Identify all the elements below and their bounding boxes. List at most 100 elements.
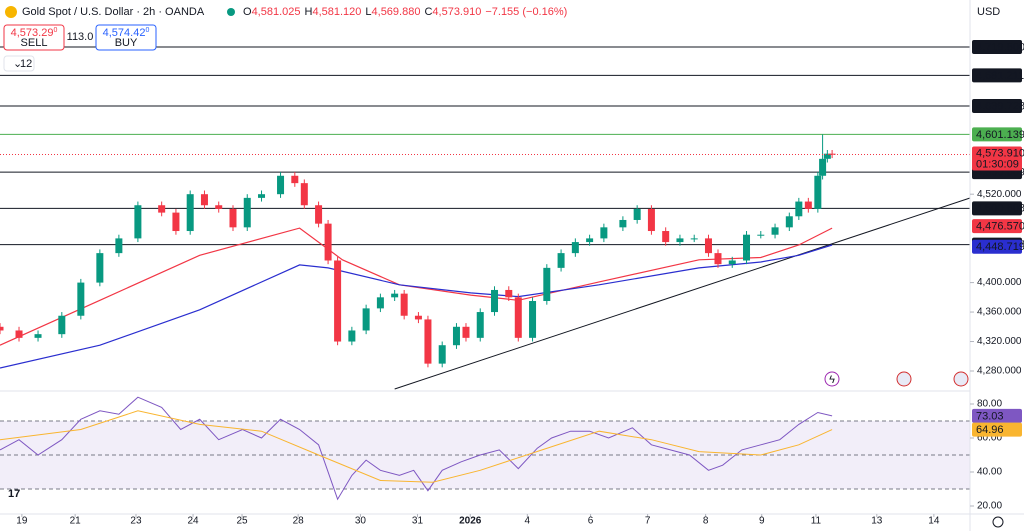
y-tick-label: 4,520.000 [977, 189, 1022, 200]
x-tick-label: 14 [928, 516, 940, 527]
symbol-icon [5, 6, 17, 18]
candle-body [324, 223, 332, 261]
x-tick-label: 6 [588, 516, 594, 527]
rsi-badge [972, 408, 1022, 423]
last-price-label: 4,573.910 [976, 147, 1024, 159]
candle-body [229, 208, 237, 228]
x-tick-label: 25 [236, 516, 248, 527]
ohlc-value: 4,581.025 [252, 6, 301, 18]
event-icon[interactable] [953, 371, 969, 387]
countdown: 01:30:09 [976, 158, 1019, 170]
indicator-count[interactable]: 12 [20, 58, 32, 70]
rsi-line [0, 410, 833, 483]
sell-price[interactable]: 4,573.290 [11, 27, 58, 39]
candle-body [215, 205, 223, 209]
rsi-y-tick-label: 60.00 [977, 433, 1002, 444]
candle-body [0, 326, 4, 331]
candle-body [804, 201, 812, 209]
ohlc-value: 4,581.120 [312, 6, 361, 18]
x-tick-label: 4 [525, 516, 531, 527]
candle-body [200, 194, 208, 206]
candle-body [557, 253, 565, 268]
rsi-badge-label: 64.96 [976, 424, 1004, 436]
event-icon-glyph: ϟ [829, 374, 835, 386]
candle-body [376, 297, 384, 309]
candle-body [115, 238, 123, 254]
candle-body [619, 219, 627, 228]
candle-body [771, 227, 779, 235]
candle-body [277, 175, 285, 195]
y-tick-label: 4,400.000 [977, 277, 1022, 288]
candle-body [814, 175, 822, 209]
level-badge-label: 4,639.728 [976, 100, 1024, 112]
candle-body [158, 205, 166, 213]
event-icon[interactable] [896, 371, 912, 387]
x-tick-label: 2026 [459, 516, 482, 527]
candle-body [414, 315, 422, 320]
candle-body [529, 301, 537, 338]
candle-body [743, 234, 751, 261]
event-icon[interactable] [824, 371, 840, 387]
candle-body [291, 175, 299, 184]
candle-body [676, 238, 684, 243]
candle-body [400, 293, 408, 316]
buy-price[interactable]: 4,574.420 [103, 27, 150, 39]
y-tick-label: 4,360.000 [977, 307, 1022, 318]
candle-body [96, 253, 104, 283]
currency[interactable]: USD [977, 6, 1000, 18]
candle-body [757, 234, 765, 236]
candle-body [452, 326, 460, 346]
candle-body [795, 201, 803, 217]
candle-body [462, 326, 470, 338]
trendline [394, 197, 971, 390]
ohlc-value: 4,569.880 [372, 6, 421, 18]
candle-body [728, 260, 736, 265]
header: Gold Spot / U.S. Dollar · 2h · OANDA O4,… [3, 6, 1000, 72]
rsi-line [0, 396, 833, 501]
candle-body [424, 319, 432, 364]
x-tick-label: 31 [412, 516, 424, 527]
settings-icon[interactable] [992, 516, 1004, 528]
candle-body [391, 293, 399, 298]
indicators-toggle[interactable] [3, 55, 35, 72]
level-badge [972, 127, 1022, 142]
candle-body [334, 260, 342, 342]
candle-body [34, 334, 42, 338]
x-tick-label: 8 [703, 516, 709, 527]
x-tick-label: 23 [130, 516, 142, 527]
candle-body [58, 315, 66, 335]
level-badge [972, 68, 1022, 83]
x-tick-label: 24 [187, 516, 199, 527]
candle-body [514, 297, 522, 338]
x-tick-label: 21 [70, 516, 82, 527]
chevron[interactable]: ⌄ [13, 58, 22, 70]
candle-body [586, 238, 594, 243]
level-badge-label: 4,719.800 [976, 41, 1024, 53]
ohlc-key: C [424, 6, 432, 18]
x-tick-label: 28 [293, 516, 305, 527]
x-tick-label: 30 [355, 516, 367, 527]
candle-body [690, 238, 698, 240]
candle-body [134, 205, 142, 239]
ma-badge-label: 4,448.719 [976, 241, 1024, 253]
level-badge [972, 201, 1022, 216]
sell-button[interactable] [3, 24, 65, 51]
ma-badge [972, 239, 1022, 254]
candle-body [315, 205, 323, 224]
rsi-badge [972, 422, 1022, 437]
buy-label[interactable]: BUY [115, 37, 138, 49]
sell-label[interactable]: SELL [21, 37, 48, 49]
candle-body [300, 183, 308, 206]
x-tick-label: 19 [16, 516, 28, 527]
ohlc-value: 4,573.910 [432, 6, 481, 18]
ohlc: O4,581.025 H4,581.120 L4,569.880 C4,573.910… [243, 6, 567, 18]
x-tick-label: 13 [871, 516, 883, 527]
candle-body [571, 242, 579, 254]
rsi-y-tick-label: 40.00 [977, 467, 1002, 478]
ma-badge-label: 4,476.570 [976, 221, 1024, 233]
candle-body [505, 289, 513, 298]
y-tick-label: 4,280.000 [977, 366, 1022, 377]
buy-button[interactable] [95, 24, 157, 51]
